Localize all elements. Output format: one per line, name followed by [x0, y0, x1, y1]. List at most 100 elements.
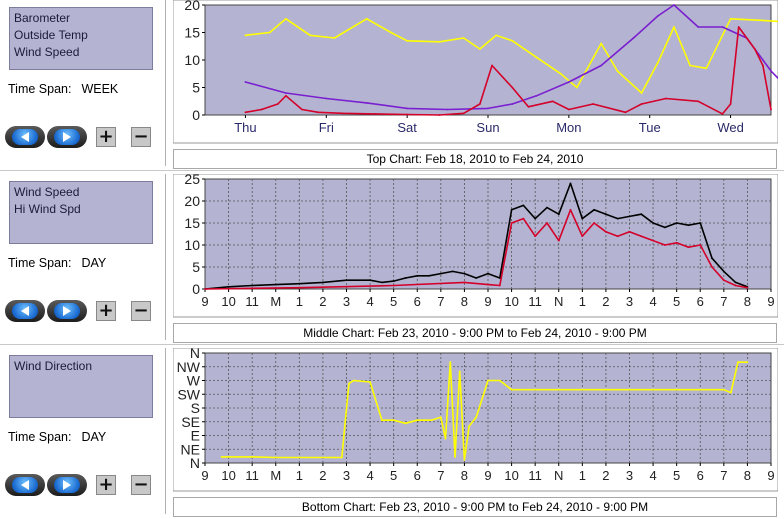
data-point [600, 42, 603, 45]
data-point [463, 281, 466, 284]
data-point [268, 31, 271, 34]
x-tick-label: 3 [626, 294, 633, 309]
divider [0, 170, 784, 171]
back-button[interactable] [5, 474, 45, 496]
data-point [392, 280, 395, 282]
time-span-value[interactable]: WEEK [81, 82, 119, 96]
top-chart-svg: 0 5 10 15 20 Thu Fri Sat Sun Mon Tue Wed [173, 0, 778, 144]
data-point [511, 86, 514, 89]
data-point [624, 111, 627, 114]
data-point [274, 456, 277, 459]
series-item[interactable]: Outside Temp [14, 28, 88, 42]
y-tick-label: NW [177, 359, 201, 375]
back-button[interactable] [5, 300, 45, 322]
forward-button[interactable] [47, 126, 87, 148]
zoom-in-button[interactable]: + [96, 475, 116, 495]
data-point [325, 97, 328, 100]
zoom-in-button[interactable]: + [96, 301, 116, 321]
x-tick-label: Fri [319, 120, 334, 135]
data-point [687, 224, 690, 227]
data-point [569, 208, 572, 211]
data-point [687, 246, 690, 249]
zoom-out-button[interactable]: − [131, 127, 151, 147]
middle-chart[interactable]: 0 5 10 15 20 25 9 10 11 M 1 2 3 4 5 6 7 8 9 10 11 N 1 2 3 4 5 6 7 8 9 [173, 174, 778, 320]
data-point [462, 112, 465, 115]
top-chart[interactable]: 0 5 10 15 20 Thu Fri Sat Sun Mon Tue Wed [173, 0, 778, 146]
data-point [416, 419, 419, 422]
data-point [522, 204, 525, 207]
data-point [369, 279, 371, 282]
data-point [487, 283, 489, 286]
data-point [568, 81, 570, 83]
data-point [454, 456, 456, 458]
data-point [352, 379, 355, 382]
series-list[interactable]: Wind Speed Hi Wind Spd [9, 181, 153, 244]
data-point [438, 40, 441, 43]
series-item[interactable]: Wind Direction [14, 359, 93, 373]
bottom-chart[interactable]: N NE E SE S SW W NW N 9 10 11 M 1 2 3 4 5 6 7 8 9 10 11 N 1 2 3 4 5 6 7… [173, 348, 778, 494]
data-point [753, 48, 756, 50]
zoom-out-button[interactable]: − [131, 475, 151, 495]
x-tick-label: Wed [717, 120, 744, 135]
data-point [468, 425, 470, 428]
data-point [729, 17, 732, 20]
data-point [251, 284, 254, 287]
x-tick-label: 11 [528, 294, 542, 309]
time-span-value[interactable]: DAY [81, 430, 107, 444]
time-span-label: Time Span: [8, 256, 72, 270]
x-tick-label: 1 [296, 468, 303, 483]
time-span: Time Span: DAY [8, 256, 106, 270]
data-point [510, 208, 513, 211]
series-item[interactable]: Barometer [14, 11, 71, 25]
data-point [227, 285, 230, 288]
time-span-value[interactable]: DAY [81, 256, 107, 270]
data-point [640, 92, 643, 94]
data-point [689, 64, 691, 67]
y-tick-label: 0 [192, 107, 200, 123]
plot-area [204, 178, 772, 290]
time-span-label: Time Span: [8, 82, 72, 96]
series-item[interactable]: Hi Wind Spd [14, 202, 81, 216]
data-point [373, 113, 376, 115]
x-tick-label: 2 [319, 294, 326, 309]
data-point [546, 222, 548, 224]
data-point [341, 112, 344, 115]
x-tick-label: 5 [673, 468, 680, 483]
data-point [487, 107, 489, 110]
x-tick-label: N [554, 468, 563, 483]
zoom-in-button[interactable]: + [96, 127, 116, 147]
series-item[interactable]: Wind Speed [14, 45, 80, 59]
right-arrow-icon [63, 480, 71, 490]
data-point [475, 277, 478, 279]
x-tick-label: 7 [720, 294, 727, 309]
data-point [498, 277, 501, 279]
time-span: Time Span: WEEK [8, 82, 118, 96]
data-point [406, 39, 408, 42]
data-point [711, 266, 713, 268]
data-point [285, 92, 287, 94]
series-list[interactable]: Barometer Outside Temp Wind Speed [9, 7, 153, 70]
data-point [569, 182, 572, 185]
x-tick-label: M [270, 468, 281, 483]
data-point [260, 108, 263, 111]
forward-button[interactable] [47, 300, 87, 322]
data-point [527, 105, 530, 108]
data-point [309, 34, 311, 37]
data-point [244, 111, 247, 114]
zoom-out-button[interactable]: − [131, 301, 151, 321]
data-point [711, 257, 713, 260]
data-point [699, 222, 702, 224]
x-tick-label: 2 [602, 294, 609, 309]
data-point [535, 94, 538, 97]
series-item[interactable]: Wind Speed [14, 185, 80, 199]
data-point [204, 288, 206, 290]
data-point [348, 382, 350, 385]
back-button[interactable] [5, 126, 45, 148]
data-point [449, 361, 452, 364]
x-tick-label: 3 [626, 468, 633, 483]
forward-button[interactable] [47, 474, 87, 496]
series-list[interactable]: Wind Direction [9, 355, 153, 418]
x-tick-label: 6 [697, 468, 704, 483]
right-arrow-icon [63, 132, 71, 142]
